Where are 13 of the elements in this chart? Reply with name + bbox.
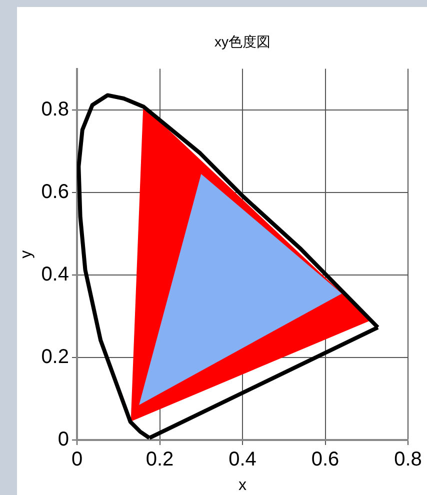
- y-tick-label: 0: [58, 428, 69, 451]
- x-axis-title: x: [238, 476, 246, 494]
- y-tick-label: 0.8: [41, 98, 69, 121]
- chart-title: xy色度図: [214, 33, 270, 50]
- x-tick-label: 0.2: [146, 448, 174, 471]
- y-axis-title: y: [18, 250, 36, 258]
- x-tick-label: 0.8: [394, 448, 422, 471]
- x-tick-label: 0.6: [311, 448, 340, 471]
- x-tick-label: 0: [71, 448, 83, 471]
- y-tick-label: 0.2: [41, 346, 69, 368]
- y-tick-label: 0.4: [41, 264, 69, 286]
- y-tick-label: 0.6: [41, 181, 69, 204]
- x-tick-label: 0.4: [228, 448, 256, 471]
